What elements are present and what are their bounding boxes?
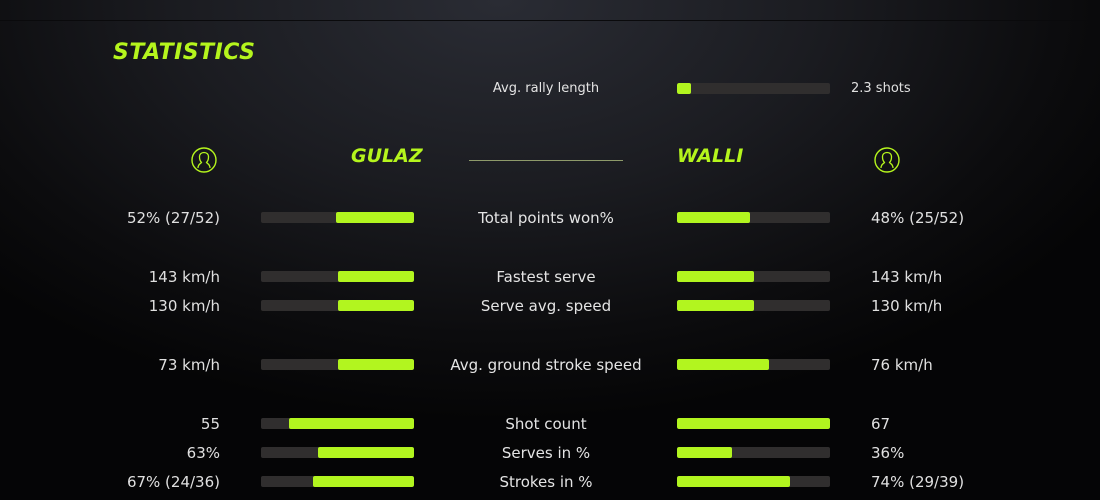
right-bar [677, 300, 830, 311]
user-circle-icon [874, 147, 900, 173]
left-value: 67% (24/36) [126, 473, 220, 491]
left-value: 143 km/h [148, 268, 220, 286]
right-bar-fill [677, 418, 830, 429]
left-bar [261, 418, 414, 429]
left-value: 130 km/h [148, 297, 220, 315]
right-bar [677, 212, 830, 223]
stat-label: Shot count [505, 415, 587, 433]
stat-label: Avg. ground stroke speed [450, 356, 642, 374]
page-title: STATISTICS [113, 40, 256, 65]
right-value: 143 km/h [871, 268, 943, 286]
left-bar-fill [317, 447, 414, 458]
stat-label: Strokes in % [499, 473, 593, 491]
stat-label: Fastest serve [496, 268, 596, 286]
left-bar [261, 447, 414, 458]
right-value: 67 [871, 415, 891, 433]
right-bar [677, 476, 830, 487]
left-value: 52% (27/52) [126, 209, 220, 227]
rally-bar-fill [677, 83, 691, 94]
left-value: 63% [186, 444, 220, 462]
right-bar-fill [677, 476, 791, 487]
right-bar [677, 271, 830, 282]
right-bar [677, 359, 830, 370]
stat-label: Total points won% [478, 209, 614, 227]
rally-row: Avg. rally length 2.3 shots [0, 79, 1100, 99]
left-bar [261, 359, 414, 370]
right-bar [677, 447, 830, 458]
stat-row: 130 km/h Serve avg. speed 130 km/h [0, 296, 1100, 316]
rally-bar [677, 83, 830, 94]
left-bar-fill [335, 212, 414, 223]
stat-row: 143 km/h Fastest serve 143 km/h [0, 267, 1100, 287]
left-bar [261, 271, 414, 282]
stat-label: Serve avg. speed [480, 297, 612, 315]
left-value: 73 km/h [158, 356, 220, 374]
header-separator [469, 160, 623, 161]
right-bar-fill [677, 359, 769, 370]
user-circle-icon [191, 147, 217, 173]
left-bar-fill [288, 418, 414, 429]
left-bar-fill [337, 300, 414, 311]
player-left-name: GULAZ [351, 145, 423, 167]
right-value: 36% [871, 444, 905, 462]
stat-row: 73 km/h Avg. ground stroke speed 76 km/h [0, 355, 1100, 375]
stat-row: 55 Shot count 67 [0, 414, 1100, 434]
right-value: 48% (25/52) [871, 209, 965, 227]
right-value: 74% (29/39) [871, 473, 965, 491]
left-bar [261, 300, 414, 311]
right-bar-fill [677, 271, 754, 282]
left-bar-fill [337, 271, 414, 282]
top-divider [0, 20, 1100, 21]
right-bar-fill [677, 212, 751, 223]
left-bar [261, 212, 414, 223]
left-bar-fill [337, 359, 414, 370]
right-bar-fill [677, 447, 733, 458]
stat-label: Serves in % [501, 444, 591, 462]
left-bar-fill [313, 476, 414, 487]
stat-row: 52% (27/52) Total points won% 48% (25/52… [0, 208, 1100, 228]
right-bar [677, 418, 830, 429]
player-right-name: WALLI [677, 145, 744, 167]
right-bar-fill [677, 300, 754, 311]
stat-row: 67% (24/36) Strokes in % 74% (29/39) [0, 472, 1100, 492]
rally-value: 2.3 shots [851, 81, 911, 96]
left-value: 55 [200, 415, 220, 433]
right-value: 76 km/h [871, 356, 933, 374]
stat-row: 63% Serves in % 36% [0, 443, 1100, 463]
right-value: 130 km/h [871, 297, 943, 315]
left-bar [261, 476, 414, 487]
rally-label: Avg. rally length [492, 81, 600, 96]
